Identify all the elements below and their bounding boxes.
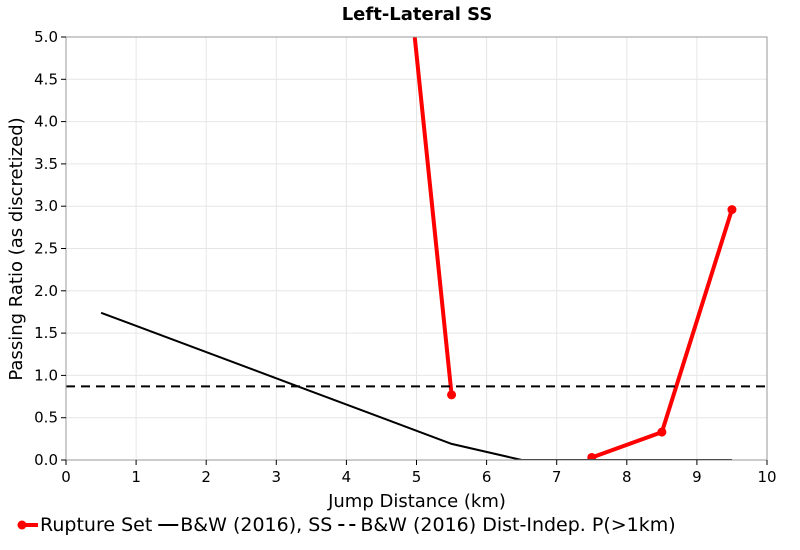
series-1-line	[100, 311, 732, 460]
x-tick-label: 3	[272, 468, 282, 486]
y-tick-label: 2.0	[34, 282, 58, 300]
x-tick-label: 10	[757, 468, 776, 486]
y-tick-label: 5.0	[34, 28, 58, 46]
legend-label: B&W (2016) Dist-Indep. P(>1km)	[360, 514, 675, 536]
series-0-point	[587, 452, 597, 460]
legend-label: Rupture Set	[40, 514, 152, 536]
series-0-point	[447, 390, 457, 400]
grid	[65, 36, 768, 461]
y-axis-label: Passing Ratio (as discretized)	[6, 117, 27, 380]
legend-marker	[17, 520, 27, 530]
x-tick-label: 0	[61, 468, 71, 486]
y-tick-label: 0.0	[34, 451, 58, 469]
series-0-point	[727, 205, 737, 215]
y-tick-label: 4.0	[34, 113, 58, 131]
y-tick-label: 3.0	[34, 197, 58, 215]
x-tick-label: 8	[622, 468, 632, 486]
x-tick-label: 1	[131, 468, 141, 486]
x-tick-label: 4	[342, 468, 352, 486]
axis-ticks: 0 1 2 3 4 5 6 7 8 9 10 0.0 0.5 1.0 1.5 2.0 2.5 3.0 3.5 4.0 4…	[34, 28, 776, 486]
y-tick-label: 1.0	[34, 366, 58, 384]
x-tick-label: 9	[692, 468, 702, 486]
y-tick-label: 2.5	[34, 240, 58, 258]
series-0-point	[657, 427, 667, 437]
y-tick-label: 4.5	[34, 70, 58, 88]
x-axis-label: Jump Distance (km)	[327, 491, 506, 512]
legend-item-1: B&W (2016), SS	[158, 514, 332, 536]
x-tick-label: 6	[482, 468, 492, 486]
x-tick-label: 2	[201, 468, 211, 486]
legend: Rupture Set B&W (2016), SS B&W (2016) Dist…	[17, 514, 676, 536]
series-0-line	[412, 37, 454, 396]
x-tick-label: 7	[552, 468, 562, 486]
y-tick-label: 3.5	[34, 155, 58, 173]
plot-area	[65, 36, 768, 461]
series-layer	[66, 37, 767, 460]
x-tick-label: 5	[412, 468, 422, 486]
legend-item-2: B&W (2016) Dist-Indep. P(>1km)	[338, 514, 676, 536]
legend-item-0: Rupture Set	[17, 514, 152, 536]
y-tick-label: 1.5	[34, 324, 58, 342]
y-tick-label: 0.5	[34, 409, 58, 427]
chart-title: Left-Lateral SS	[342, 4, 493, 25]
legend-label: B&W (2016), SS	[180, 514, 332, 536]
